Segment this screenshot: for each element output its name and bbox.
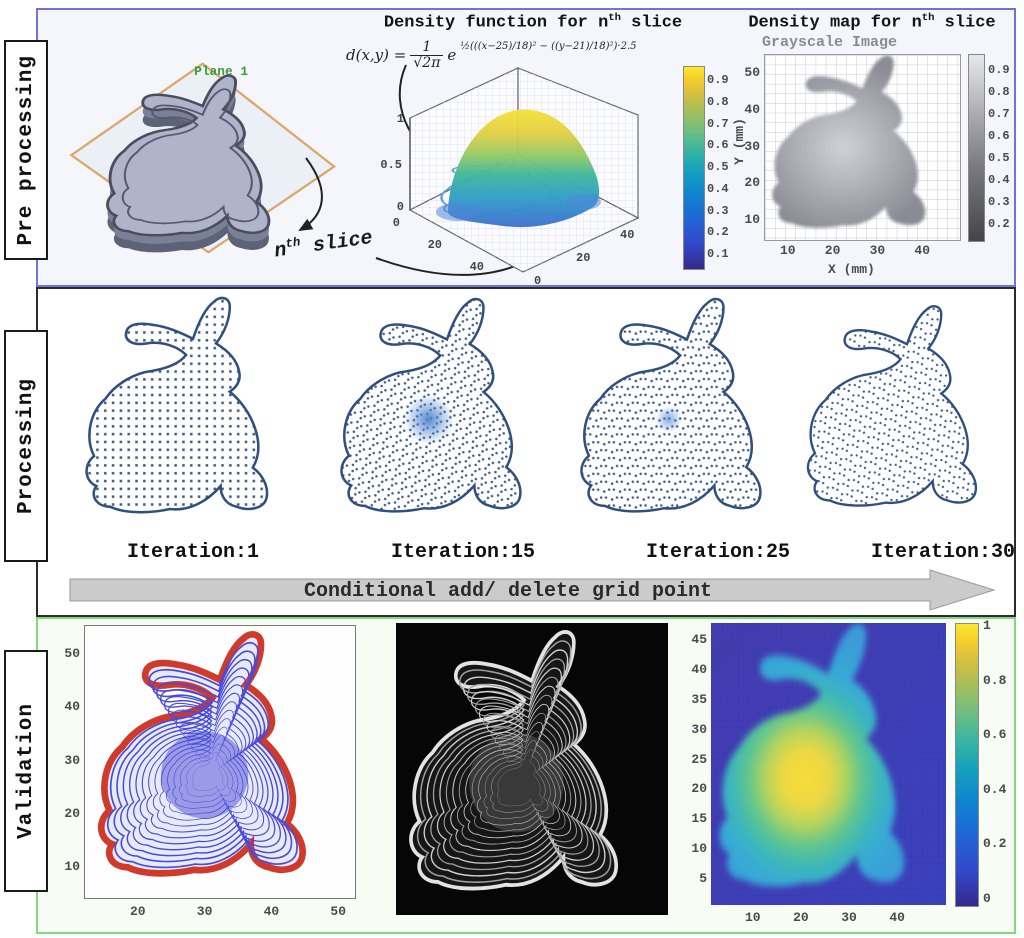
flow-arrow-shape [69, 569, 996, 611]
density-surface [447, 109, 600, 228]
density-surface-plot: 1 0.5 0 0 20 40 0 20 40 [380, 67, 640, 284]
iteration-30-label: Iteration:30 [870, 541, 1016, 564]
cad-plane-label: Plane 1 [194, 64, 248, 79]
z-tick: 0.5 [380, 158, 402, 172]
processing-section: Iteration:1 Iteration:15 Iteration:25 It… [36, 287, 1016, 617]
iteration-15-pointcloud [340, 297, 522, 513]
y-tick: 40 [620, 228, 634, 242]
iteration-1-pointcloud [85, 296, 269, 514]
toolpath-dense-core [160, 731, 249, 819]
y-tick: 20 [576, 251, 590, 265]
iteration-1-label: Iteration:1 [126, 541, 260, 564]
heatmap-plot [711, 623, 946, 905]
y-tick: 0 [534, 274, 541, 284]
grayscale-subtitle: Grayscale Image [762, 34, 898, 51]
cad-slice-illustration: Plane 1 [69, 62, 337, 254]
process-flow-arrow: Conditional add/ delete grid point [69, 569, 996, 611]
equation-exponent: ½(((x−25)/18)² − ((y−21)/18)²)·2.5 [460, 41, 637, 53]
graymap-y-ticks: 50 40 30 20 10 [744, 65, 760, 227]
toolpath-bunny [85, 626, 355, 898]
density-map-panel: Grayscale Image Y (mm) 50 40 30 20 10 10… [728, 34, 1016, 284]
heatmap-colorbar-ticks: 1 0.8 0.6 0.4 0.2 0 [983, 618, 1007, 906]
iteration-25-pointcloud [580, 297, 762, 513]
flow-arrow-text: Conditional add/ delete grid point [304, 580, 712, 603]
graymap-x-ticks: 10 20 30 40 [780, 243, 930, 258]
processing-stage-label: Processing [4, 330, 48, 562]
printed-dense-core [469, 733, 564, 833]
heatmap-colorbar [955, 623, 979, 907]
toolpath-x-ticks: 20 30 40 50 [130, 904, 346, 919]
heatmap-x-ticks: 10 20 30 40 [745, 910, 905, 925]
density-equation: d(x,y) = 1 √2π e ½(((x−25)/18)² − ((y−21… [346, 40, 637, 70]
graymap-colorbar [968, 54, 985, 242]
equation-base: e [447, 46, 457, 65]
preprocessing-section: Plane 1 nth slice Density function for n… [36, 8, 1016, 287]
surface-colorbar-ticks: 0.9 0.8 0.7 0.6 0.5 0.4 0.3 0.2 0.1 [707, 73, 729, 261]
graymap-plot [764, 54, 961, 241]
iteration-25-label: Iteration:25 [645, 541, 791, 564]
iteration-15-label: Iteration:15 [390, 541, 536, 564]
graymap-x-label: X (mm) [828, 262, 875, 277]
toolpath-plot-panel: 50 40 30 20 10 [58, 623, 388, 929]
equation-lhs: d(x,y) = [346, 46, 407, 65]
surface-lump-left [436, 203, 480, 221]
graymap-colorbar-ticks: 0.9 0.8 0.7 0.6 0.5 0.4 0.3 0.2 [988, 63, 1010, 231]
preprocessing-stage-label: Pre processing [4, 40, 48, 260]
validation-stage-label: Validation [4, 650, 48, 892]
validation-section: 50 40 30 20 10 [36, 617, 1016, 934]
x-tick: 0 [393, 216, 400, 230]
printed-toolpath-panel [396, 623, 668, 915]
toolpath-plot-box [84, 625, 356, 899]
surface-colorbar [683, 66, 705, 270]
equation-fraction: 1 √2π [410, 40, 444, 70]
x-tick: 20 [428, 238, 442, 252]
heatmap-panel: 45 40 35 30 25 20 15 10 5 10 20 30 40 [683, 619, 1013, 931]
x-tick: 40 [470, 260, 484, 274]
printed-toolpath-bunny [396, 623, 668, 915]
toolpath-y-ticks: 50 40 30 20 10 [64, 646, 80, 874]
heatmap-y-ticks: 45 40 35 30 25 20 15 10 5 [691, 632, 707, 886]
density-map-title: Density map for nth slice [748, 12, 996, 33]
density-function-title: Density function for nth slice [383, 12, 683, 33]
surface-lump-right [565, 194, 601, 210]
iteration-30-pointcloud [806, 305, 978, 507]
z-tick: 0 [397, 200, 404, 214]
z-tick: 1 [397, 112, 404, 126]
